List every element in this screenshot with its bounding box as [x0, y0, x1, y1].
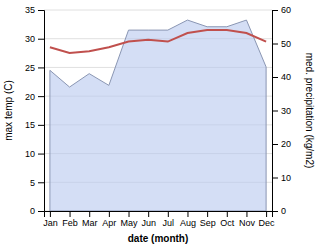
grid-line — [44, 10, 272, 11]
tick-label: Jan — [43, 218, 58, 228]
y2-axis: 0 10 20 30 40 50 60 — [272, 5, 291, 216]
series-group — [50, 20, 266, 211]
tick: 30 — [272, 106, 291, 116]
tick: 20 — [25, 92, 44, 102]
tick-label: 10 — [281, 173, 291, 183]
area — [50, 20, 266, 211]
y2-axis-title: med. precipitation (kg/m2) — [304, 53, 315, 169]
tick-mark — [70, 211, 71, 217]
y-axis: 0 5 10 15 20 25 30 35 — [25, 5, 45, 216]
line — [50, 30, 266, 53]
tick: Feb — [62, 211, 78, 228]
tick-mark — [272, 44, 278, 45]
tick-label: Nov — [239, 218, 256, 228]
tick-mark — [38, 67, 44, 68]
tick-label: Jun — [141, 218, 156, 228]
tick-label: Aug — [180, 218, 196, 228]
tick-label: 0 — [30, 206, 35, 216]
plot-area: Jan Feb Mar Apr MayJun Jul Aug Sep Oct NovDec 0 5 10… — [25, 5, 291, 228]
tick-label: Apr — [102, 218, 116, 228]
tick-label: Mar — [82, 218, 98, 228]
tick-label: Oct — [220, 218, 235, 228]
grid — [44, 10, 272, 211]
tick: Oct — [220, 211, 235, 228]
tick: 5 — [30, 178, 44, 188]
axis-domain — [273, 11, 279, 212]
tick: 10 — [272, 173, 291, 183]
tick-mark — [246, 211, 247, 217]
tick-mark — [272, 144, 278, 145]
tick: Sep — [200, 211, 216, 228]
tick-mark — [227, 211, 228, 217]
tick-mark — [38, 39, 44, 40]
tick-mark — [129, 211, 130, 217]
tick: 60 — [272, 5, 291, 15]
tick: 40 — [272, 72, 291, 82]
tick: 0 — [272, 206, 286, 216]
tick: 0 — [30, 206, 44, 216]
tick-label: 25 — [25, 63, 35, 73]
axis-domain — [45, 212, 273, 218]
x-axis-title: date (month) — [128, 233, 189, 244]
tick-label: 30 — [281, 106, 291, 116]
tick-label: 0 — [281, 206, 286, 216]
tick-mark — [272, 10, 278, 11]
tick-label: Dec — [259, 218, 276, 228]
tick: Jun — [141, 211, 156, 228]
tick-label: 20 — [25, 92, 35, 102]
tick: 15 — [25, 120, 44, 130]
tick: Jan — [43, 211, 58, 228]
tick: 10 — [25, 149, 44, 159]
tick-mark — [38, 182, 44, 183]
tick: Dec — [259, 211, 276, 228]
x-axis: Jan Feb Mar Apr MayJun Jul Aug Sep Oct NovDec — [43, 211, 275, 228]
tick-mark — [50, 211, 51, 217]
chart-svg: Jan Feb Mar Apr MayJun Jul Aug Sep Oct NovDec 0 5 10… — [0, 0, 318, 247]
tick-mark — [272, 178, 278, 179]
tick: Mar — [82, 211, 98, 228]
tick-label: 35 — [25, 5, 35, 15]
tick-label: 60 — [281, 5, 291, 15]
tick: Apr — [102, 211, 116, 228]
tick-mark — [38, 10, 44, 11]
y-axis-title: max temp (C) — [3, 80, 14, 141]
tick-mark — [168, 211, 169, 217]
tick-label: 5 — [30, 178, 35, 188]
tick-label: Feb — [62, 218, 78, 228]
tick-label: Sep — [200, 218, 216, 228]
tick-mark — [207, 211, 208, 217]
tick-label: May — [121, 218, 139, 228]
tick: Aug — [180, 211, 196, 228]
tick: Nov — [239, 211, 256, 228]
tick-mark — [38, 154, 44, 155]
chart-container: Jan Feb Mar Apr MayJun Jul Aug Sep Oct NovDec 0 5 10… — [0, 0, 318, 247]
tick: 25 — [25, 63, 44, 73]
tick-mark — [89, 211, 90, 217]
tick-mark — [272, 77, 278, 78]
tick-label: 10 — [25, 149, 35, 159]
tick-label: 40 — [281, 72, 291, 82]
tick: 35 — [25, 5, 44, 15]
tick-mark — [272, 111, 278, 112]
tick: May — [121, 211, 139, 228]
tick: 20 — [272, 139, 291, 149]
tick-mark — [38, 211, 44, 212]
tick: 30 — [25, 34, 44, 44]
tick-mark — [109, 211, 110, 217]
tick-mark — [148, 211, 149, 217]
tick-label: 50 — [281, 39, 291, 49]
tick-label: 20 — [281, 139, 291, 149]
tick-label: 15 — [25, 120, 35, 130]
tick-label: Jul — [163, 218, 175, 228]
tick: 50 — [272, 39, 291, 49]
tick-mark — [187, 211, 188, 217]
tick-mark — [38, 96, 44, 97]
axis-domain — [38, 11, 45, 212]
tick-mark — [38, 125, 44, 126]
tick-mark — [266, 211, 267, 217]
tick-mark — [272, 211, 278, 212]
tick: Jul — [163, 211, 175, 228]
tick-label: 30 — [25, 34, 35, 44]
